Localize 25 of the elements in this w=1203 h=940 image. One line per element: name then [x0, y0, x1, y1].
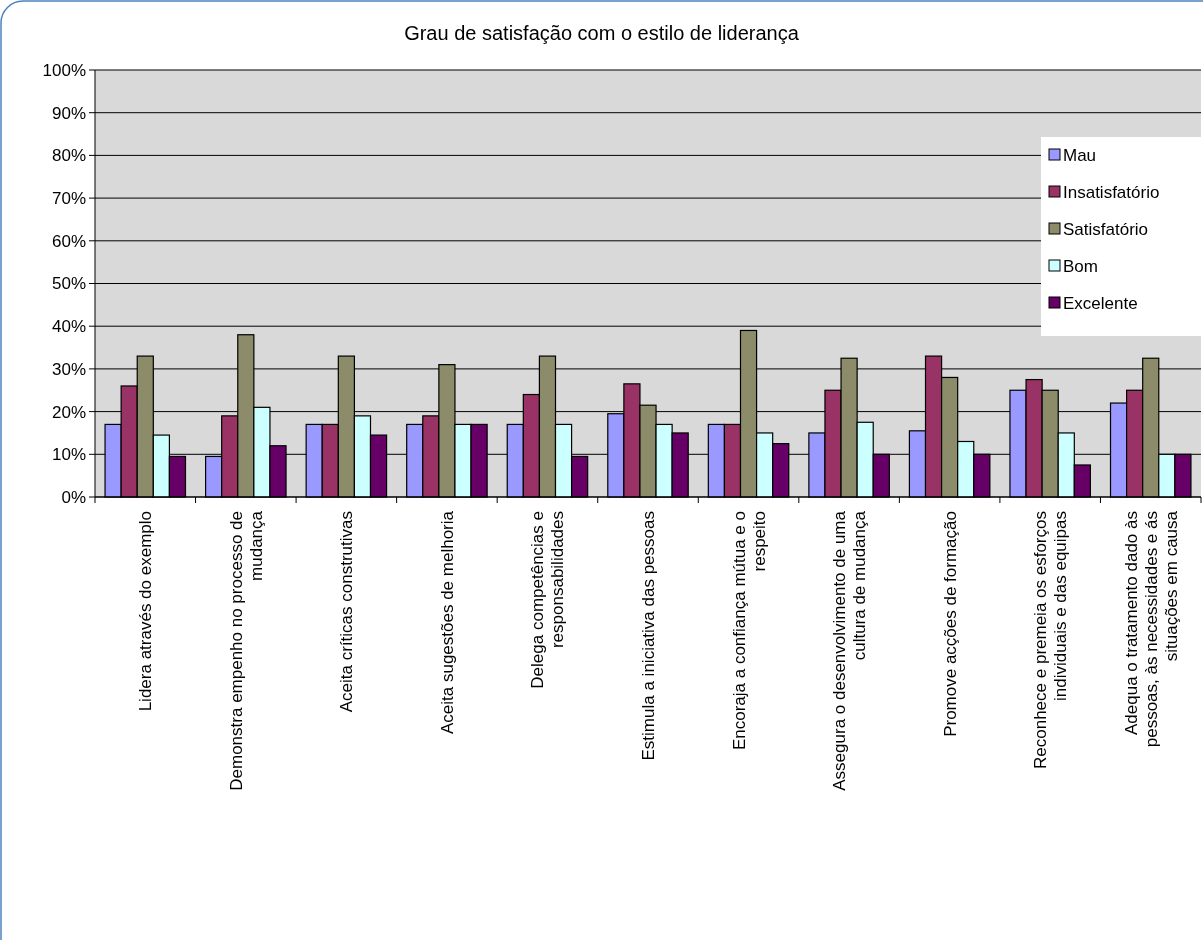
- legend-label: Mau: [1063, 145, 1097, 165]
- legend-label: Bom: [1063, 256, 1098, 276]
- x-tick-label: Promove acções de formação: [940, 511, 960, 737]
- x-tick-label: Aceita críticas construtivas: [337, 511, 357, 713]
- x-tick-label: Estimula a iniciativa das pessoas: [639, 511, 658, 761]
- y-tick-label: 100%: [42, 60, 86, 80]
- y-tick-label: 20%: [51, 402, 86, 422]
- x-tick-label: Demonstra empenho no processo de mudança: [226, 510, 266, 791]
- y-tick-label: 0%: [61, 487, 86, 507]
- y-tick-label: 90%: [51, 103, 86, 123]
- y-tick-label: 30%: [51, 359, 86, 379]
- y-tick-label: 50%: [51, 274, 86, 294]
- y-tick-label: 10%: [51, 445, 86, 465]
- x-tick-label: Delega competências e responsabilidades: [528, 511, 568, 689]
- chart-title: Grau de satisfação com o estilo de liderança: [404, 22, 800, 44]
- y-tick-label: 80%: [51, 146, 86, 166]
- legend-label: Insatisfatório: [1063, 182, 1160, 202]
- x-tick-label: Lidera através do exemplo: [136, 511, 156, 712]
- x-tick-label: Encoraja a confiança mútua e o respeito: [729, 511, 769, 751]
- legend-label: Excelente: [1063, 293, 1138, 313]
- y-tick-label: 60%: [51, 231, 86, 251]
- y-tick-label: 70%: [51, 189, 86, 209]
- y-tick-label: 40%: [51, 317, 86, 337]
- legend-label: Satisfatório: [1063, 219, 1149, 239]
- x-tick-label: Aceita sugestões de melhoria: [437, 510, 457, 735]
